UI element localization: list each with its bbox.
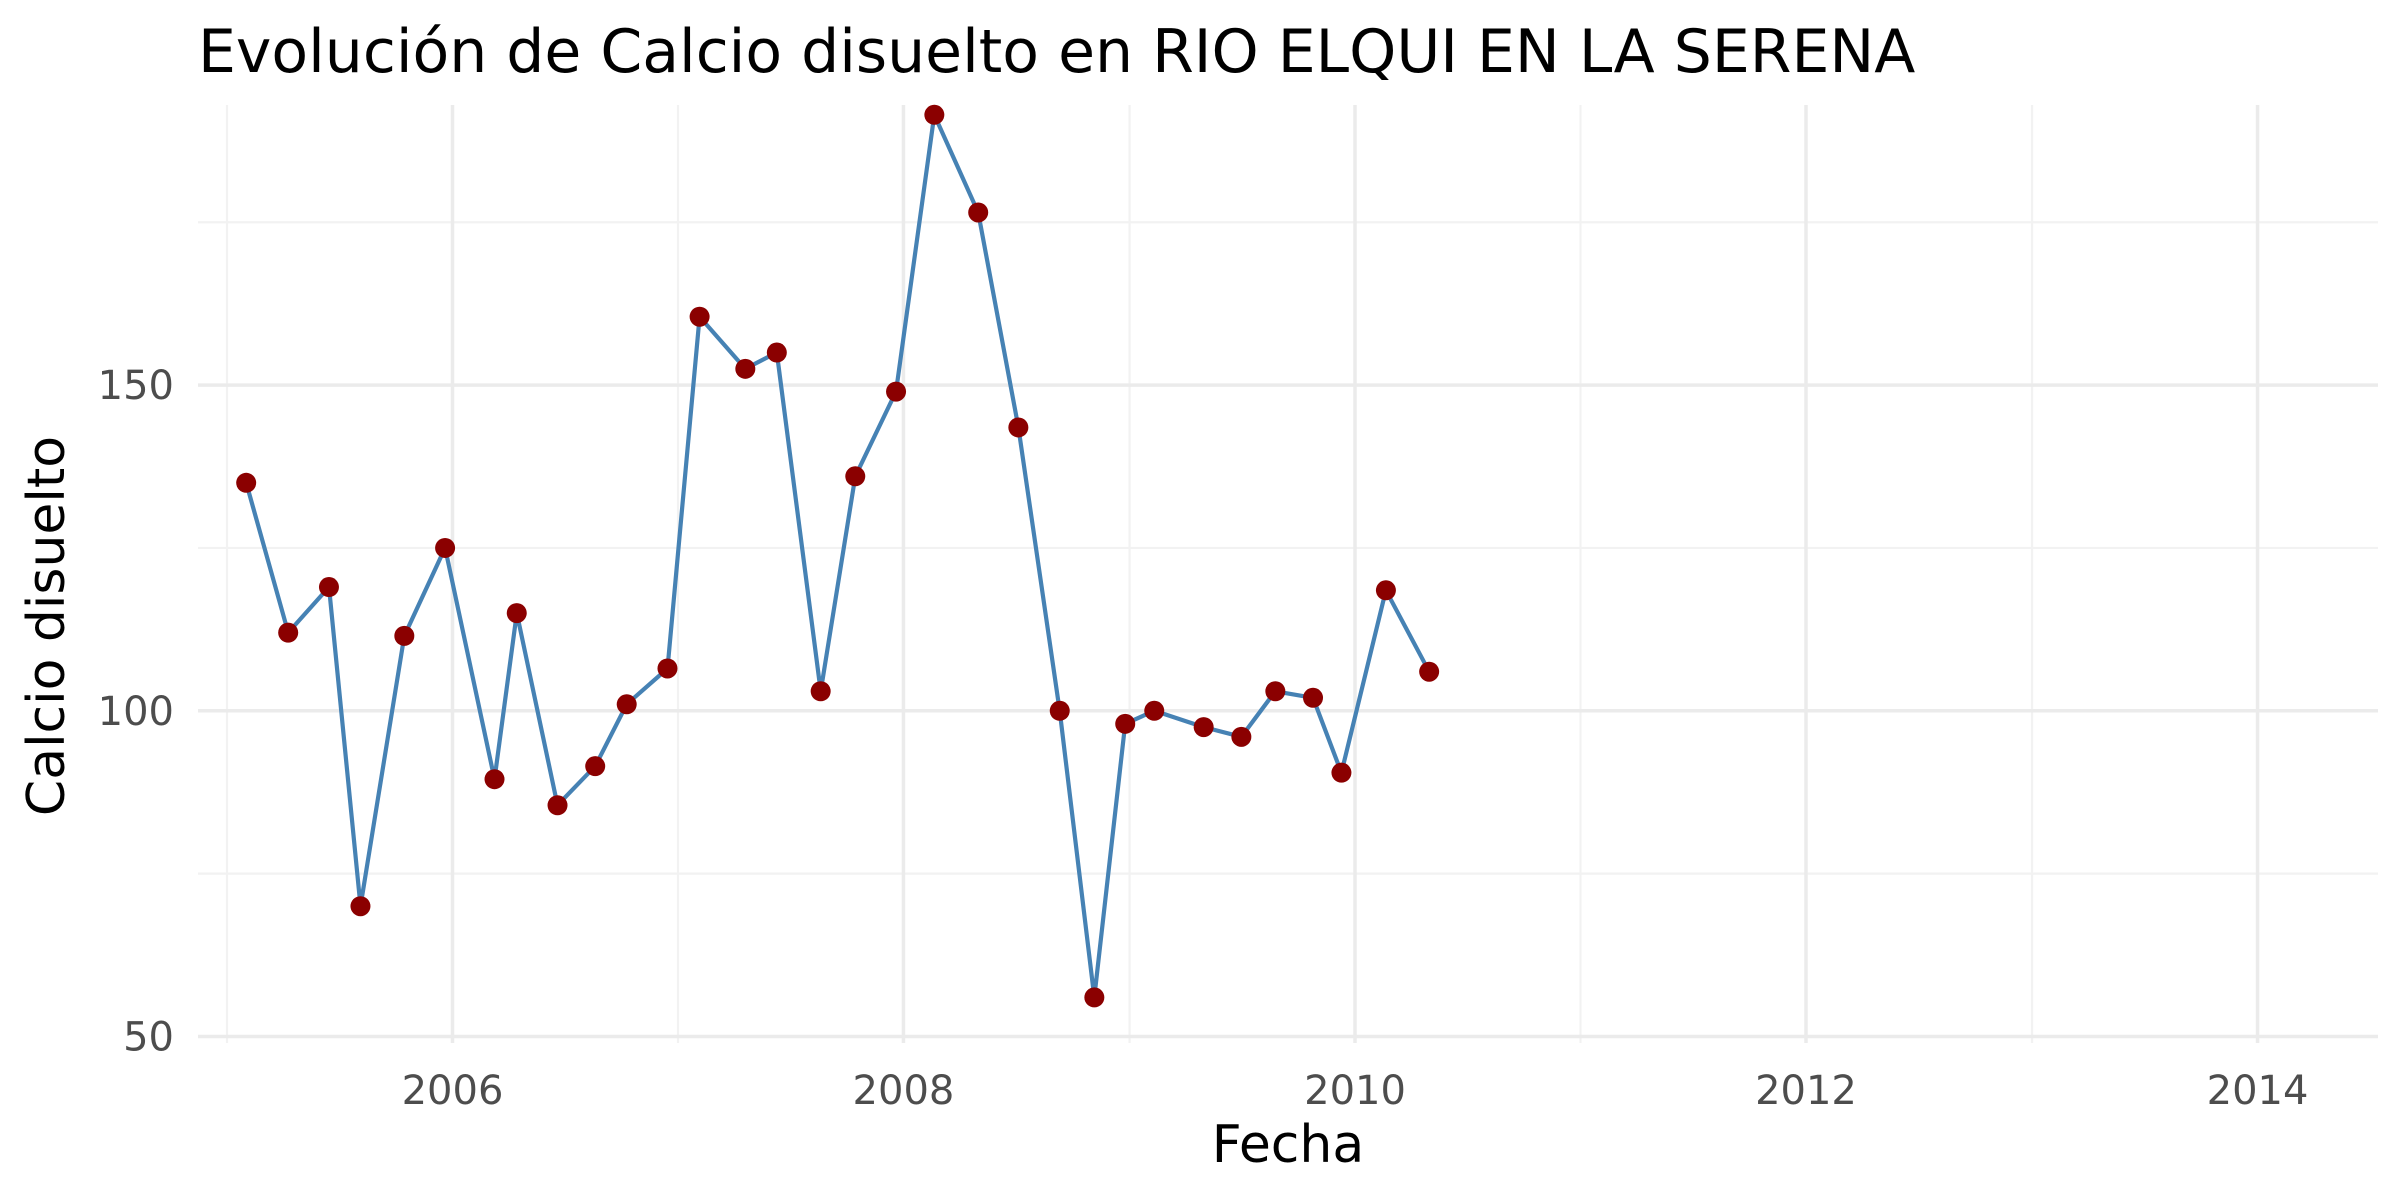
data-point — [1331, 762, 1352, 783]
data-point — [484, 769, 505, 790]
minor-gridlines — [198, 105, 2378, 1043]
data-point — [616, 694, 637, 715]
y-tick-label: 50 — [123, 1014, 174, 1060]
data-point — [350, 896, 371, 917]
data-point — [236, 472, 257, 493]
y-tick-label: 150 — [98, 363, 174, 409]
data-point — [318, 577, 339, 598]
data-point — [278, 622, 299, 643]
series-line-group — [244, 112, 1432, 1000]
data-point — [1303, 687, 1324, 708]
data-point — [547, 795, 568, 816]
chart-title: Evolución de Calcio disuelto en RIO ELQU… — [198, 17, 1915, 87]
data-point — [1049, 700, 1070, 721]
x-axis-title: Fecha — [1212, 1115, 1364, 1175]
data-point — [1375, 580, 1396, 601]
data-point — [886, 381, 907, 402]
data-point — [968, 202, 989, 223]
data-point — [657, 658, 678, 679]
series-line — [244, 112, 1432, 1000]
data-point — [810, 681, 831, 702]
data-point — [506, 603, 527, 624]
y-axis-title: Calcio disuelto — [17, 436, 77, 816]
data-point — [766, 342, 787, 363]
data-point — [1008, 417, 1029, 438]
data-point — [735, 358, 756, 379]
data-point — [845, 466, 866, 487]
data-points-group — [236, 104, 1440, 1008]
data-point — [1193, 717, 1214, 738]
data-point — [1084, 987, 1105, 1008]
x-tick-label: 2008 — [853, 1068, 955, 1114]
data-point — [689, 306, 710, 327]
major-gridlines — [198, 105, 2378, 1043]
x-axis-tick-labels: 2006 2008 2010 2012 2014 — [402, 1068, 2309, 1114]
data-point — [1231, 726, 1252, 747]
data-point — [1419, 661, 1440, 682]
data-point — [1115, 713, 1136, 734]
data-point — [585, 756, 606, 777]
data-point — [435, 537, 456, 558]
y-tick-label: 100 — [98, 689, 174, 735]
data-point — [924, 104, 945, 125]
y-axis-tick-labels: 50 100 150 — [98, 363, 174, 1060]
x-tick-label: 2006 — [402, 1068, 504, 1114]
x-tick-label: 2012 — [1755, 1068, 1857, 1114]
data-point — [394, 625, 415, 646]
x-tick-label: 2010 — [1304, 1068, 1406, 1114]
data-point — [1265, 681, 1286, 702]
data-point — [1144, 700, 1165, 721]
x-tick-label: 2014 — [2207, 1068, 2309, 1114]
